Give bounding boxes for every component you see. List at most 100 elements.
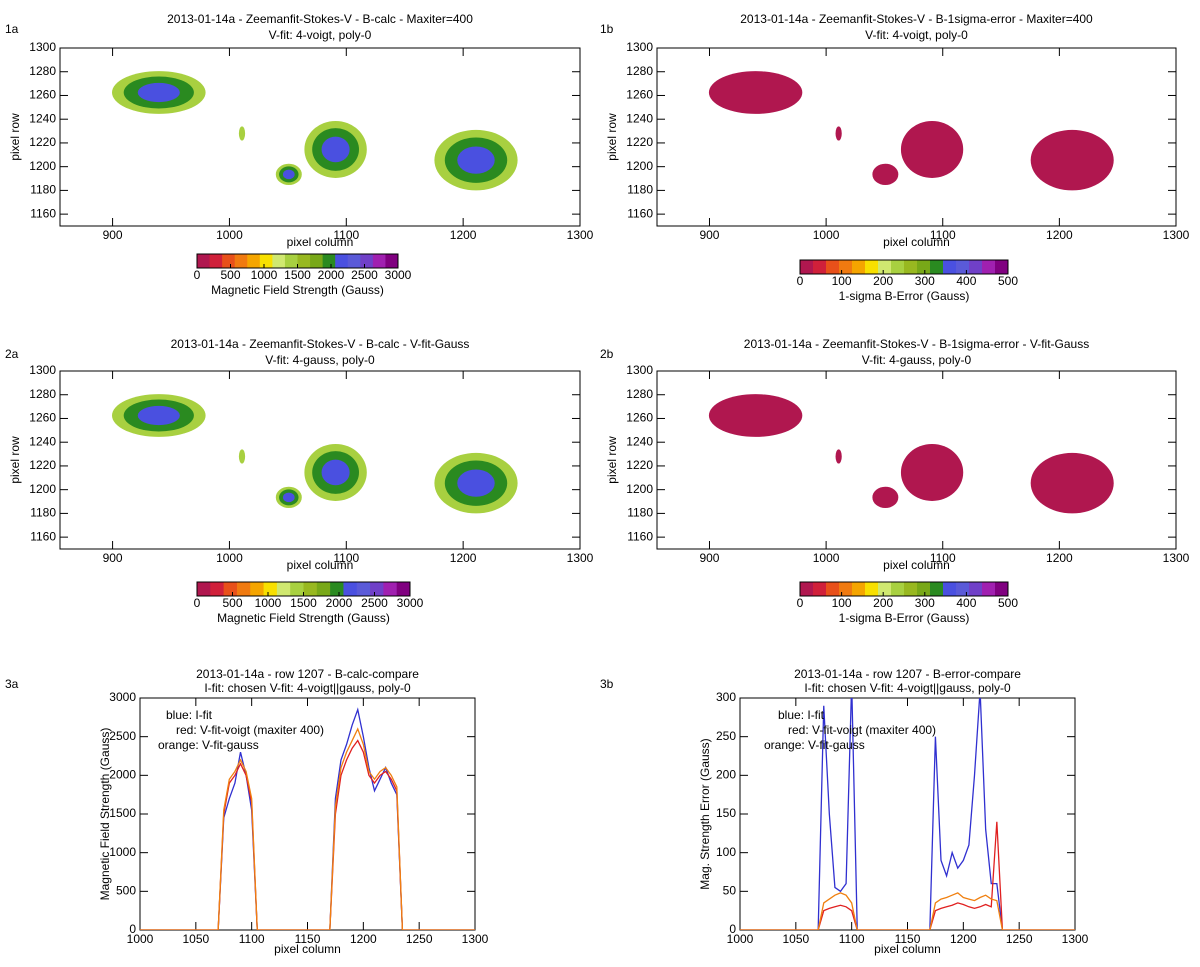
y-tick-label: 1200 <box>29 159 56 173</box>
x-tick-label: 900 <box>699 551 719 565</box>
colorbar-tick-label: 1000 <box>255 596 282 610</box>
x-axis-label: pixel column <box>874 942 941 956</box>
colorbar-segment <box>943 582 957 596</box>
series-line <box>140 727 475 930</box>
colorbar-segment <box>982 582 996 596</box>
colorbar-segment <box>284 254 298 268</box>
colorbar-tick-label: 2500 <box>361 596 388 610</box>
colorbar-segment <box>839 260 853 274</box>
y-tick-label: 1240 <box>626 434 653 448</box>
chart-subtitle: V-fit: 4-voigt, poly-0 <box>865 28 968 42</box>
y-tick-label: 3000 <box>109 690 136 704</box>
colorbar-tick-label: 400 <box>956 274 976 288</box>
region <box>321 459 350 486</box>
colorbar-segment <box>956 260 970 274</box>
colorbar-tick-label: 200 <box>873 274 893 288</box>
colorbar-segment <box>865 260 879 274</box>
colorbar-segment <box>290 582 304 596</box>
x-axis-label: pixel column <box>287 558 354 572</box>
y-tick-label: 1220 <box>29 458 56 472</box>
colorbar-tick-label: 0 <box>797 596 804 610</box>
colorbar-segment <box>943 260 957 274</box>
colorbar-tick-label: 300 <box>915 596 935 610</box>
colorbar-tick-label: 1500 <box>284 268 311 282</box>
x-tick-label: 1000 <box>813 228 840 242</box>
y-axis-label: pixel row <box>605 113 619 161</box>
legend-entry: red: V-fit-voigt (maxiter 400) <box>788 723 936 737</box>
colorbar-segment <box>813 260 827 274</box>
legend-entry: orange: V-fit-gauss <box>764 738 865 752</box>
colorbar-tick-label: 3000 <box>385 268 412 282</box>
y-tick-label: 1280 <box>29 387 56 401</box>
colorbar-segment <box>917 582 931 596</box>
x-tick-label: 1000 <box>127 932 154 946</box>
colorbar-segment <box>891 582 905 596</box>
colorbar-segment <box>197 582 211 596</box>
colorbar-segment <box>930 260 944 274</box>
region <box>1030 129 1114 191</box>
x-tick-label: 1300 <box>1163 551 1190 565</box>
panel-label: 2b <box>600 347 614 361</box>
colorbar-segment <box>969 260 983 274</box>
region <box>835 449 842 464</box>
chart-title: 2013-01-14a - row 1207 - B-calc-compare <box>196 667 419 681</box>
y-tick-label: 1300 <box>626 363 653 377</box>
y-tick-label: 1260 <box>626 88 653 102</box>
x-tick-label: 1150 <box>895 932 921 946</box>
y-tick-label: 1500 <box>109 806 136 820</box>
region <box>282 492 295 503</box>
chart-title: 2013-01-14a - row 1207 - B-error-compare <box>794 667 1021 681</box>
y-tick-label: 200 <box>716 768 736 782</box>
colorbar-segment <box>347 254 361 268</box>
colorbar-segment <box>372 254 386 268</box>
region <box>1030 452 1114 514</box>
chart-title: 2013-01-14a - Zeemanfit-Stokes-V - B-cal… <box>171 337 470 351</box>
y-tick-label: 1280 <box>626 387 653 401</box>
colorbar-segment <box>316 582 331 596</box>
colorbar-segment <box>878 260 892 274</box>
colorbar-segment <box>904 260 918 274</box>
y-tick-label: 1180 <box>627 506 653 520</box>
colorbar-segment <box>343 582 358 596</box>
y-tick-label: 1160 <box>627 529 653 543</box>
colorbar-tick-label: 1500 <box>290 596 317 610</box>
colorbar-tick-label: 0 <box>194 268 201 282</box>
colorbar-segment <box>335 254 349 268</box>
x-tick-label: 1250 <box>406 932 433 946</box>
colorbar-segment <box>800 582 814 596</box>
y-axis-label: Mag. Strength Error (Gauss) <box>698 738 712 889</box>
colorbar-segment <box>839 582 853 596</box>
x-tick-label: 1300 <box>567 551 594 565</box>
panel-label: 1b <box>600 22 614 36</box>
x-axis-label: pixel column <box>274 942 341 956</box>
x-tick-label: 1200 <box>1046 551 1073 565</box>
colorbar-segment <box>356 582 371 596</box>
chart-title: 2013-01-14a - Zeemanfit-Stokes-V - B-1si… <box>740 12 1093 26</box>
colorbar-tick-label: 100 <box>832 596 852 610</box>
colorbar-segment <box>330 582 344 596</box>
colorbar-segment <box>236 582 251 596</box>
colorbar-segment <box>360 254 374 268</box>
y-tick-label: 1280 <box>626 64 653 78</box>
y-tick-label: 1160 <box>30 529 56 543</box>
colorbar-segment <box>297 254 311 268</box>
y-tick-label: 150 <box>716 806 736 820</box>
y-tick-label: 1260 <box>29 88 56 102</box>
x-tick-label: 1000 <box>216 228 243 242</box>
colorbar-segment <box>385 254 399 268</box>
region <box>137 405 180 426</box>
chart-subtitle: V-fit: 4-voigt, poly-0 <box>269 28 372 42</box>
y-tick-label: 0 <box>729 922 736 936</box>
colorbar-segment <box>322 254 336 268</box>
x-tick-label: 1100 <box>333 551 359 565</box>
x-tick-label: 1100 <box>239 932 265 946</box>
y-tick-label: 1220 <box>626 135 653 149</box>
chart-subtitle: I-fit: chosen V-fit: 4-voigt||gauss, pol… <box>804 681 1011 695</box>
colorbar-segment <box>396 582 411 596</box>
y-tick-label: 1240 <box>29 111 56 125</box>
colorbar-segment <box>917 260 931 274</box>
colorbar-tick-label: 0 <box>797 274 804 288</box>
x-tick-label: 1100 <box>930 228 956 242</box>
colorbar-frame <box>799 259 1009 275</box>
colorbar-tick-label: 100 <box>832 274 852 288</box>
